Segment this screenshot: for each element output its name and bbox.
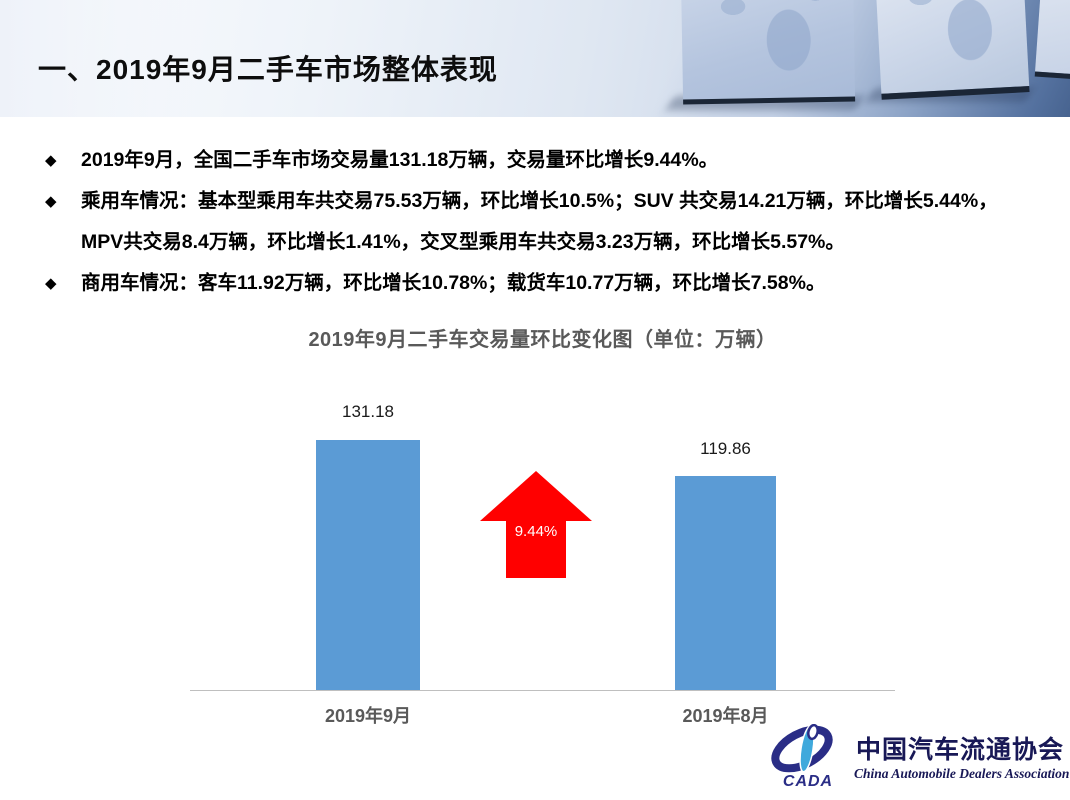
x-axis-line: [190, 690, 895, 691]
cube-image: [874, 0, 1030, 100]
bar-chart: 131.18 119.86 9.44% 2019年9月 2019年8月: [190, 390, 895, 735]
increase-arrow: 9.44%: [480, 471, 592, 578]
diamond-bullet-icon: ◆: [45, 193, 57, 210]
bullet-overall: ◆ 2019年9月，全国二手车市场交易量131.18万辆，交易量环比增长9.44…: [45, 140, 1030, 181]
world-map-texture: [874, 0, 1030, 94]
cada-acronym: CADA: [782, 773, 834, 790]
bar-september: [316, 440, 420, 690]
bullet-passenger-cars: ◆ 乘用车情况：基本型乘用车共交易75.53万辆，环比增长10.5%；SUV 共…: [45, 181, 1030, 263]
summary-bullet-list: ◆ 2019年9月，全国二手车市场交易量131.18万辆，交易量环比增长9.44…: [45, 140, 1030, 304]
diamond-bullet-icon: ◆: [45, 152, 57, 169]
bullet-text: 商用车情况：客车11.92万辆，环比增长10.78%；载货车10.77万辆，环比…: [81, 272, 826, 294]
association-name-chinese: 中国汽车流通协会: [856, 737, 1065, 764]
chart-title: 2019年9月二手车交易量环比变化图（单位：万辆）: [308, 329, 777, 351]
bar-value-label: 131.18: [342, 402, 394, 421]
cada-emblem-icon: [771, 724, 833, 773]
header-fade-overlay: [0, 0, 200, 117]
cubes-photo: [610, 0, 1070, 117]
category-label-september: 2019年9月: [324, 706, 412, 726]
bullet-text: 乘用车情况：基本型乘用车共交易75.53万辆，环比增长10.5%；SUV 共交易…: [81, 190, 998, 253]
cube-image: [1034, 0, 1070, 82]
bullet-text: 2019年9月，全国二手车市场交易量131.18万辆，交易量环比增长9.44%。: [81, 149, 719, 171]
association-name-english: China Automobile Dealers Association: [854, 766, 1070, 781]
bar-value-label: 119.86: [700, 439, 751, 458]
up-arrow-icon: [480, 471, 592, 578]
cube-image: [680, 0, 856, 105]
cada-logo: CADA 中国汽车流通协会 China Automobile Dealers A…: [762, 722, 1070, 798]
diamond-bullet-icon: ◆: [45, 275, 57, 292]
category-label-august: 2019年8月: [682, 706, 769, 726]
change-percentage-label: 9.44%: [514, 523, 558, 540]
page-title: 一、2019年9月二手车市场整体表现: [38, 54, 498, 85]
world-map-texture: [680, 0, 856, 100]
bar-august: [675, 476, 776, 690]
bullet-commercial-vehicles: ◆ 商用车情况：客车11.92万辆，环比增长10.78%；载货车10.77万辆，…: [45, 263, 1030, 304]
header-band: 一、2019年9月二手车市场整体表现: [0, 0, 1070, 117]
